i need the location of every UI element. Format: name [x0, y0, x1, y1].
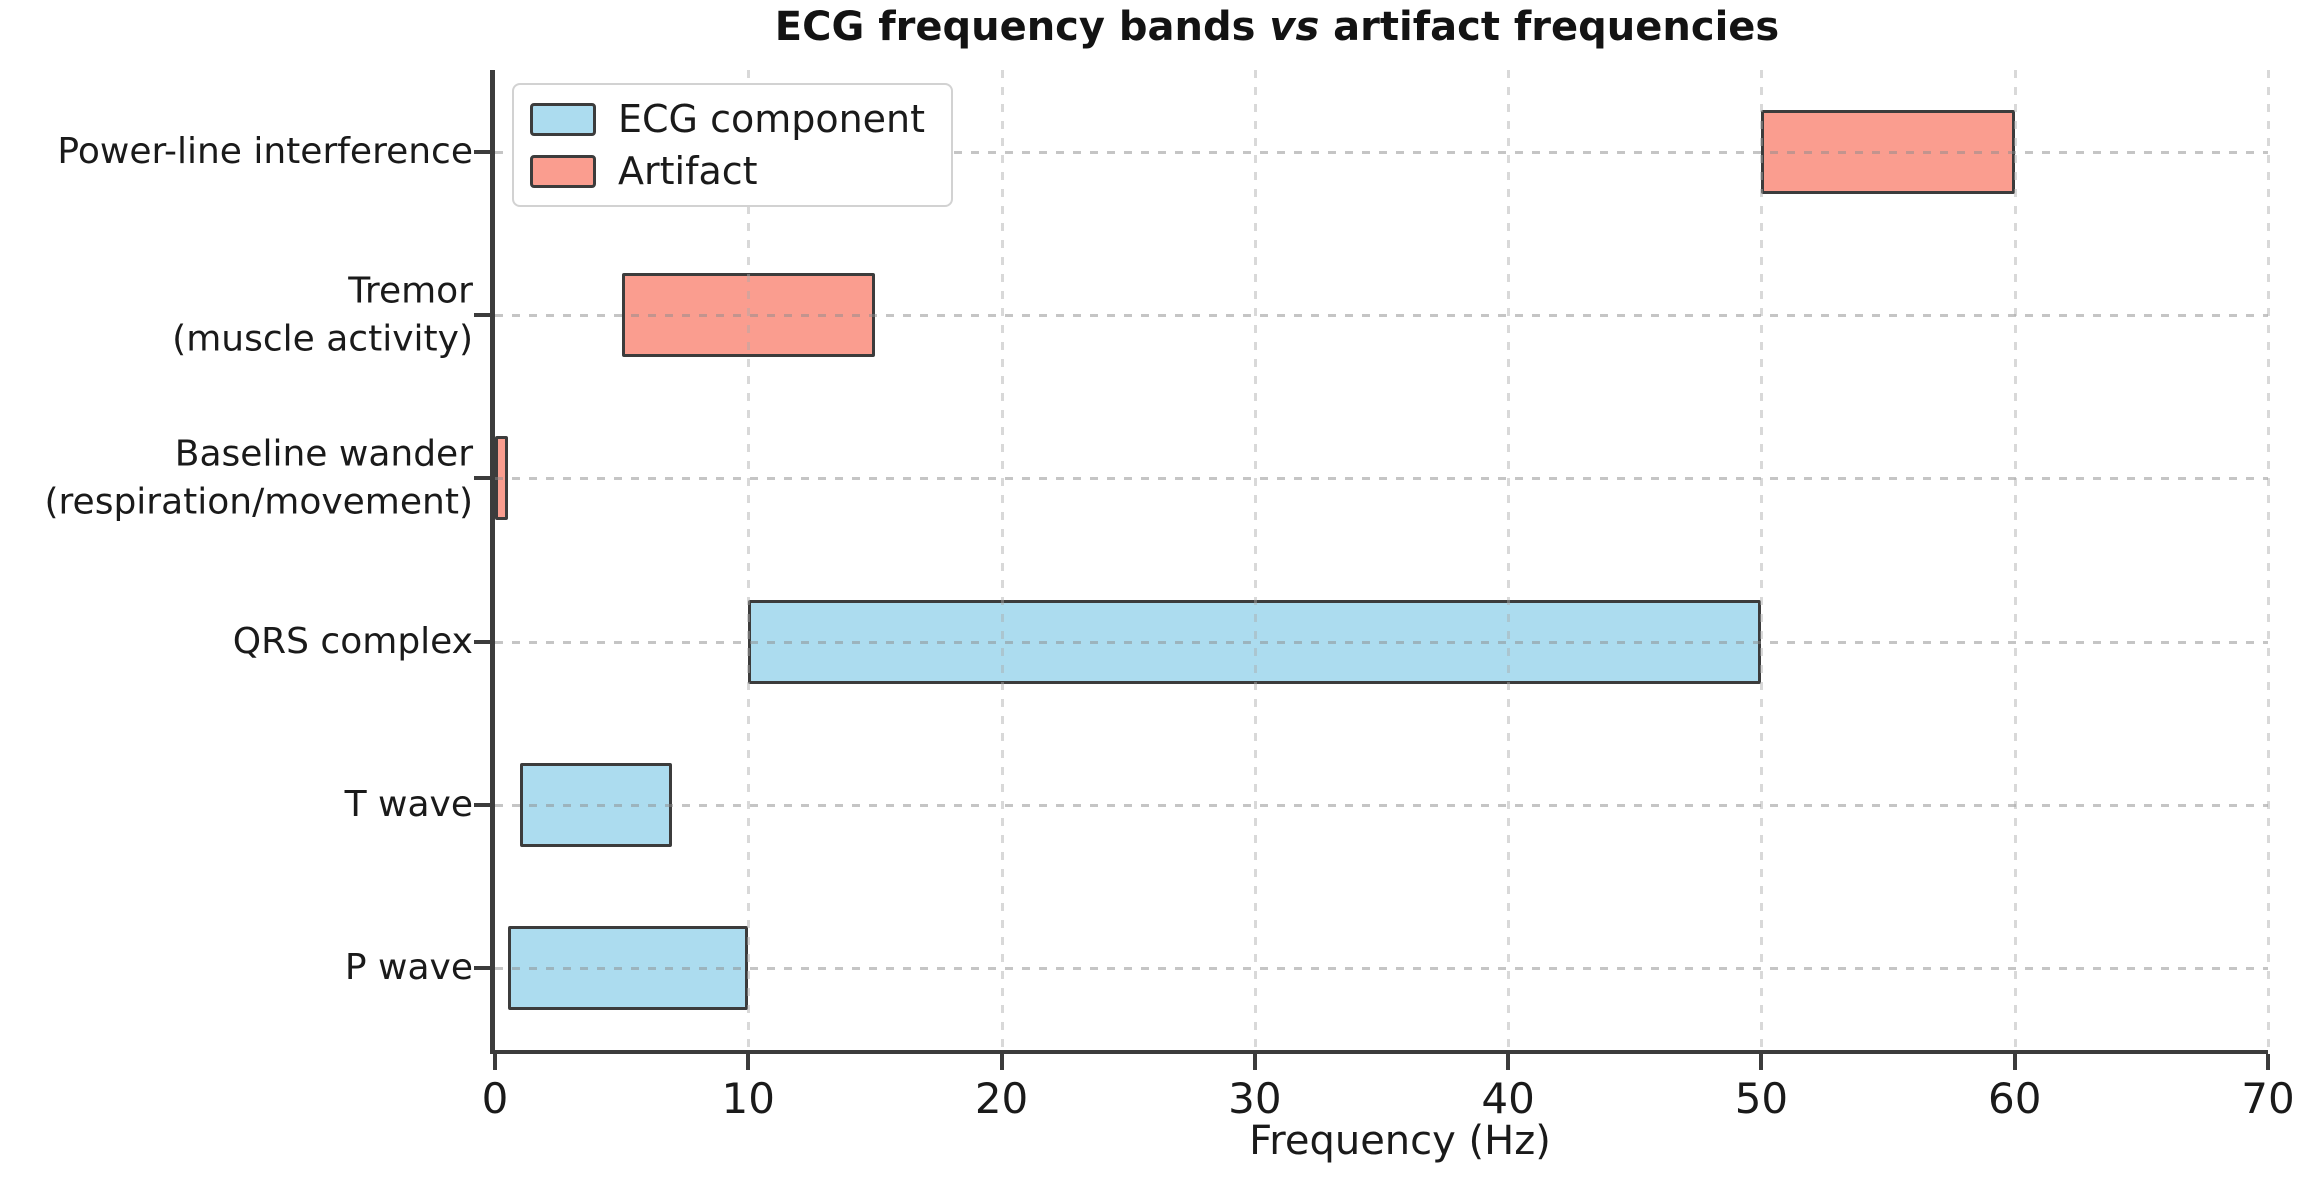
legend-label-artifact: Artifact: [618, 149, 758, 193]
y-tick: [474, 639, 490, 644]
gridline-horizontal: [495, 804, 2268, 807]
range-bar-t-wave: [520, 763, 673, 847]
x-tick-label: 10: [721, 1074, 776, 1123]
range-bar-power-line-interference: [1761, 109, 2015, 194]
gridline-vertical: [747, 70, 751, 1050]
x-axis-spine: [490, 1050, 2268, 1054]
gridline-vertical: [1253, 70, 1257, 1050]
legend-swatch-artifact-icon: [530, 154, 596, 188]
y-tick: [474, 966, 490, 971]
y-tick: [474, 313, 490, 317]
chart-title-prefix: ECG frequency bands: [774, 4, 1270, 50]
x-tick-label: 50: [1734, 1074, 1789, 1123]
x-tick: [1252, 1054, 1257, 1070]
gridline-vertical: [1000, 70, 1004, 1050]
legend-label-ecg: ECG component: [618, 97, 926, 141]
chart-title: ECG frequency bands vs artifact frequenc…: [775, 4, 1779, 50]
y-tick-label-baseline-wander-respiration-movement: Baseline wander (respiration/movement): [44, 433, 473, 523]
x-tick-label: 60: [1987, 1074, 2042, 1123]
y-tick-label-power-line-interference: Power-line interference: [57, 130, 473, 172]
y-tick: [474, 476, 490, 481]
y-tick: [474, 149, 490, 154]
x-tick: [999, 1054, 1004, 1070]
x-tick-label: 30: [1228, 1074, 1282, 1123]
chart-title-italic: vs: [1269, 4, 1320, 50]
y-tick-label-tremor-muscle-activity: Tremor (muscle activity): [172, 270, 473, 359]
legend: ECG component Artifact: [512, 83, 954, 207]
legend-swatch-ecg-icon: [530, 102, 596, 136]
x-tick: [493, 1054, 497, 1070]
y-axis-spine: [490, 70, 495, 1054]
x-tick: [1759, 1054, 1764, 1070]
gridline-horizontal: [495, 967, 2268, 971]
y-tick-label-t-wave: T wave: [344, 784, 473, 826]
x-tick: [746, 1054, 751, 1070]
gridline-horizontal: [495, 477, 2268, 481]
x-tick-label: 40: [1481, 1074, 1535, 1123]
gridline-vertical: [2013, 70, 2017, 1050]
x-tick: [1506, 1054, 1511, 1070]
x-tick-label: 70: [2241, 1074, 2295, 1123]
range-bar-p-wave: [507, 926, 749, 1011]
y-tick: [474, 803, 490, 807]
gridline-vertical: [2267, 70, 2270, 1050]
gridline-vertical: [1760, 70, 1764, 1050]
y-tick-label-qrs-complex: QRS complex: [232, 620, 473, 662]
legend-entry-ecg: ECG component: [530, 97, 925, 141]
y-tick-label-p-wave: P wave: [344, 947, 473, 989]
x-axis-label: Frequency (Hz): [1249, 1118, 1551, 1164]
x-tick-label: 20: [974, 1074, 1029, 1123]
range-bar-qrs-complex: [748, 599, 1762, 684]
legend-entry-artifact: Artifact: [530, 149, 925, 193]
chart-title-suffix: artifact frequencies: [1319, 4, 1780, 50]
gridline-vertical: [1507, 70, 1511, 1050]
x-tick: [2266, 1054, 2270, 1070]
range-bar-tremor-muscle-activity: [621, 273, 875, 357]
x-tick: [2012, 1054, 2017, 1070]
range-bar-baseline-wander-respiration-movement: [495, 436, 508, 521]
x-tick-label: 0: [481, 1074, 509, 1123]
